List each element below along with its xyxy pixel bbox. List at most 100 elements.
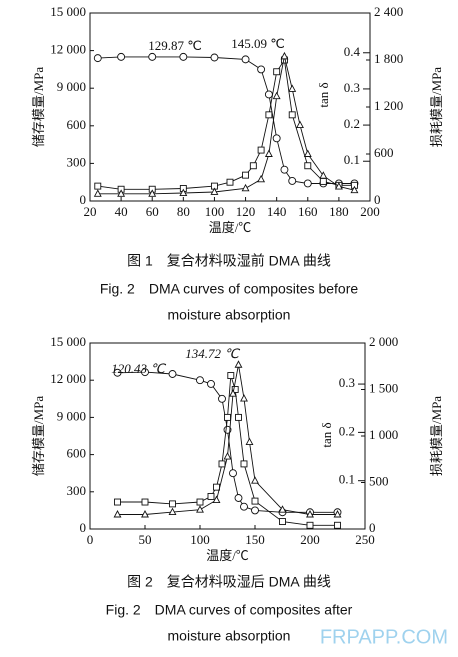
- y2-tick-label: 0: [369, 520, 376, 535]
- series-line: [117, 364, 338, 515]
- marker-circle: [251, 506, 259, 515]
- marker-circle: [303, 179, 312, 188]
- y-tick-label: 300: [67, 154, 87, 169]
- marker-triangle: [234, 360, 243, 368]
- marker-square: [213, 483, 220, 491]
- marker-square: [196, 498, 204, 506]
- y-tick-label: 300: [67, 483, 87, 498]
- annotation: 120.43 ℃: [111, 361, 166, 376]
- marker-circle: [234, 494, 243, 502]
- marker-triangle: [333, 510, 342, 518]
- marker-circle: [196, 376, 204, 385]
- caption-cn: 图 2 复合材料吸湿后 DMA 曲线: [127, 574, 331, 590]
- marker-triangle: [245, 437, 254, 445]
- marker-square: [169, 500, 176, 508]
- marker-square: [273, 68, 281, 76]
- marker-triangle: [241, 183, 250, 192]
- y3-tick-label: 0.1: [339, 472, 355, 487]
- y3-axis-title: tan δ: [316, 82, 331, 107]
- marker-triangle: [350, 185, 359, 194]
- annotation: 145.09 ℃: [231, 36, 285, 51]
- marker-circle: [93, 54, 102, 63]
- x-tick-label: 100: [190, 532, 210, 547]
- x-tick-label: 160: [298, 204, 318, 219]
- x-tick-label: 200: [300, 532, 320, 547]
- marker-circle: [229, 469, 237, 478]
- caption-en: Fig. 2 DMA curves of composites after: [106, 602, 353, 618]
- series-line: [97, 56, 355, 195]
- marker-triangle: [288, 84, 297, 92]
- y-tick-label: 15 000: [50, 334, 86, 349]
- y2-axis-title: 损耗模量/MPa: [429, 396, 444, 476]
- marker-circle: [288, 176, 297, 185]
- y3-tick-label: 0.3: [344, 80, 360, 95]
- marker-triangle: [212, 495, 221, 503]
- marker-circle: [280, 165, 289, 174]
- y2-tick-label: 600: [374, 145, 394, 160]
- y-tick-label: 600: [67, 117, 87, 132]
- marker-square: [319, 177, 327, 185]
- marker-circle: [241, 55, 250, 64]
- marker-square: [227, 372, 235, 379]
- watermark: FRPAPP.COM: [320, 626, 448, 648]
- x-tick-label: 140: [267, 204, 287, 219]
- y3-tick-label: 0.4: [344, 44, 361, 59]
- marker-square: [224, 413, 231, 421]
- x-tick-label: 180: [329, 204, 349, 219]
- marker-triangle: [141, 510, 149, 518]
- marker-triangle: [272, 91, 281, 100]
- marker-circle: [141, 368, 149, 377]
- y2-tick-label: 2 400: [374, 4, 403, 19]
- marker-square: [207, 493, 215, 500]
- marker-triangle: [280, 51, 289, 60]
- marker-square: [251, 497, 259, 505]
- x-tick-label: 200: [360, 204, 380, 219]
- series-line: [97, 56, 355, 184]
- marker-triangle: [229, 389, 237, 397]
- marker-circle: [179, 52, 188, 61]
- marker-square: [114, 498, 121, 506]
- marker-square: [334, 521, 341, 529]
- x-tick-label: 20: [84, 204, 97, 219]
- caption-cn: 图 1 复合材料吸湿前 DMA 曲线: [127, 253, 331, 269]
- caption-en: moisture absorption: [168, 307, 291, 323]
- marker-circle: [117, 52, 126, 61]
- marker-circle: [272, 134, 281, 143]
- x-tick-label: 120: [236, 204, 256, 219]
- annotation: 134.72 ℃: [185, 346, 240, 361]
- marker-triangle: [264, 149, 273, 157]
- marker-square: [231, 386, 239, 393]
- x-tick-label: 250: [355, 532, 375, 547]
- marker-circle: [168, 370, 177, 378]
- y-tick-label: 0: [80, 520, 87, 535]
- y-tick-label: 12 000: [50, 42, 86, 57]
- y2-tick-label: 1 500: [369, 380, 398, 395]
- marker-square: [242, 171, 250, 179]
- series-line: [97, 58, 355, 190]
- y2-tick-label: 1 200: [374, 98, 403, 113]
- marker-circle: [113, 368, 122, 377]
- marker-triangle: [240, 394, 248, 402]
- marker-circle: [240, 502, 248, 511]
- marker-triangle: [117, 189, 126, 197]
- y3-axis-title: tan δ: [319, 422, 334, 447]
- marker-circle: [218, 394, 226, 403]
- marker-triangle: [113, 510, 122, 518]
- marker-circle: [264, 90, 273, 99]
- y3-tick-label: 0.1: [344, 152, 360, 167]
- marker-square: [257, 146, 265, 154]
- x-tick-label: 80: [177, 204, 190, 219]
- marker-triangle: [223, 452, 232, 460]
- y3-tick-label: 0.3: [339, 375, 355, 390]
- marker-triangle: [196, 505, 204, 513]
- y2-tick-label: 1 800: [374, 51, 403, 66]
- marker-triangle: [278, 505, 287, 513]
- marker-circle: [148, 52, 157, 61]
- y2-axis-title: 损耗模量/MPa: [429, 67, 444, 147]
- marker-triangle: [168, 507, 177, 516]
- annotation: 129.87 ℃: [148, 38, 202, 53]
- marker-triangle: [306, 510, 314, 518]
- y-axis-title: 储存模量/MPa: [31, 396, 46, 476]
- marker-triangle: [93, 189, 102, 197]
